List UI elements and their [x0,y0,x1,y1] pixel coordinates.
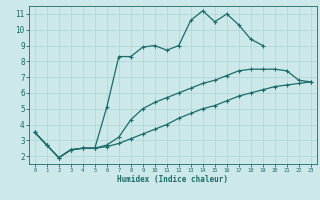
X-axis label: Humidex (Indice chaleur): Humidex (Indice chaleur) [117,175,228,184]
